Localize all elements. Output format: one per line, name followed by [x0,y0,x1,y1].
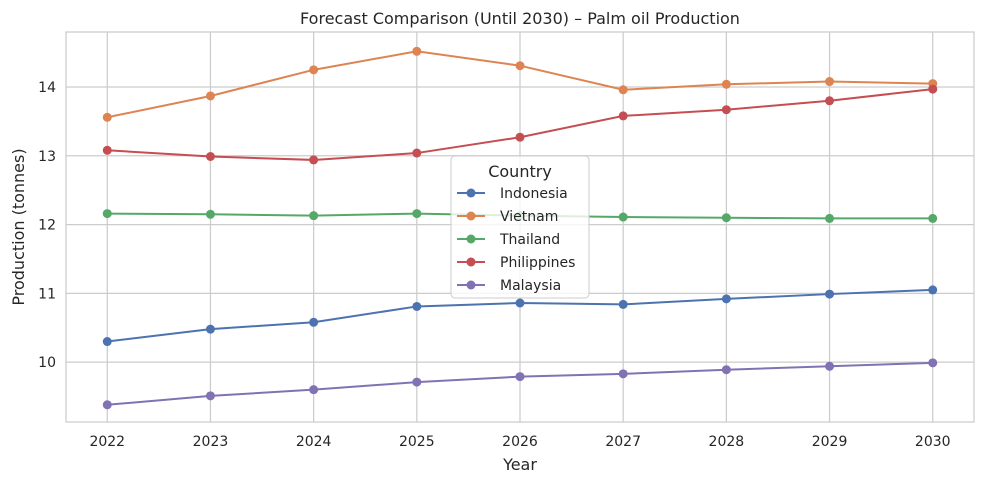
x-tick-label: 2027 [605,434,641,450]
data-point-thailand [721,213,731,223]
legend: Country Indonesia Vietnam Thailand Philippin… [450,155,590,299]
y-axis-label: Production (tonnes) [9,148,28,305]
data-point-indonesia [928,285,938,295]
series-philippines [102,84,938,165]
data-point-thailand [205,209,215,219]
x-tick-label: 2030 [915,434,951,450]
y-tick-label: 14 [38,80,56,96]
legend-title: Country [488,162,552,181]
data-point-indonesia [205,324,215,334]
data-point-indonesia [721,294,731,304]
y-tick-label: 13 [38,149,56,165]
data-point-thailand [309,211,319,221]
legend-marker [466,188,476,198]
data-point-philippines [309,155,319,165]
data-point-indonesia [515,298,525,308]
data-point-philippines [928,84,938,94]
data-point-malaysia [721,365,731,375]
x-tick-label: 2029 [812,434,848,450]
chart-title: Forecast Comparison (Until 2030) – Palm … [300,9,740,28]
data-point-thailand [825,213,835,223]
data-point-malaysia [515,372,525,382]
y-tick-label: 10 [38,355,56,371]
data-point-malaysia [102,400,112,410]
series-group [102,46,938,410]
data-point-malaysia [309,385,319,395]
data-point-indonesia [309,317,319,327]
legend-label: Thailand [499,232,560,248]
legend-item-thailand: Thailand [457,232,560,248]
data-point-vietnam [309,65,319,75]
data-point-malaysia [205,391,215,401]
data-point-philippines [515,132,525,142]
data-point-thailand [412,209,422,219]
legend-label: Philippines [500,255,575,271]
data-point-philippines [618,111,628,121]
data-point-philippines [102,145,112,155]
data-point-vietnam [618,85,628,95]
x-tick-label: 2028 [709,434,745,450]
legend-box [450,155,590,299]
legend-label: Indonesia [500,186,568,202]
data-point-indonesia [825,289,835,299]
legend-label: Vietnam [500,209,558,225]
y-axis: 10 11 12 13 14 [38,80,56,371]
legend-label: Malaysia [500,278,561,294]
data-point-vietnam [412,46,422,56]
data-point-malaysia [618,369,628,379]
x-tick-label: 2025 [399,434,435,450]
data-point-thailand [928,213,938,223]
x-tick-label: 2023 [193,434,229,450]
data-point-vietnam [515,61,525,71]
data-point-malaysia [825,361,835,371]
legend-marker [466,280,476,290]
data-point-vietnam [102,112,112,122]
data-point-indonesia [102,337,112,347]
x-tick-label: 2026 [502,434,538,450]
series-indonesia [102,285,938,347]
plot-frame [65,31,975,423]
data-point-vietnam [825,77,835,87]
data-point-malaysia [412,377,422,387]
data-point-thailand [618,212,628,222]
series-malaysia [102,358,938,410]
y-tick-label: 11 [38,286,56,302]
data-point-philippines [721,105,731,115]
x-tick-label: 2022 [89,434,125,450]
legend-item-indonesia: Indonesia [457,186,568,202]
data-point-philippines [825,96,835,106]
data-point-philippines [205,151,215,161]
y-tick-label: 12 [38,218,56,234]
legend-marker [466,211,476,221]
x-axis: 2022 2023 2024 2025 2026 2027 2028 2029 2030 [89,434,950,450]
data-point-indonesia [618,299,628,309]
x-tick-label: 2024 [296,434,332,450]
data-point-philippines [412,148,422,158]
legend-marker [466,257,476,267]
data-point-thailand [102,209,112,219]
legend-item-vietnam: Vietnam [457,209,558,225]
data-point-vietnam [205,91,215,101]
legend-item-philippines: Philippines [457,255,575,271]
data-point-malaysia [928,358,938,368]
data-point-vietnam [721,79,731,89]
data-point-indonesia [412,301,422,311]
x-axis-label: Year [502,455,537,474]
legend-item-malaysia: Malaysia [457,278,561,294]
legend-marker [466,234,476,244]
